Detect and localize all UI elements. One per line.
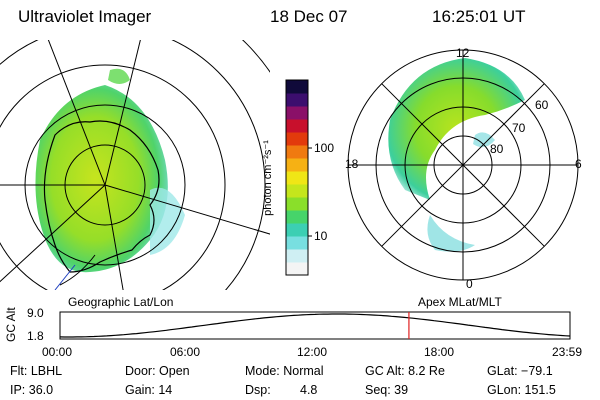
colorbar-cell — [286, 262, 308, 276]
mode-status: Mode: Normal — [245, 364, 324, 378]
aurora-glow — [35, 85, 168, 273]
filter-status: Flt: LBHL — [10, 364, 63, 378]
xtick-1200: 12:00 — [297, 345, 328, 359]
colorbar-cell — [286, 184, 308, 198]
colorbar-cell — [286, 236, 308, 250]
colorbar-cell — [286, 197, 308, 211]
time-label: 16:25:01 UT — [432, 7, 526, 26]
altitude-ytick-max: 9.0 — [27, 306, 44, 320]
xtick-2359: 23:59 — [552, 345, 583, 359]
altitude-ytick-min: 1.8 — [27, 329, 44, 343]
door-status: Door: Open — [125, 364, 190, 378]
colorbar-cell — [286, 132, 308, 146]
dsp-label: Dsp: — [245, 383, 271, 397]
geographic-map — [0, 40, 270, 290]
colorbar-cell — [286, 145, 308, 159]
geographic-caption: Geographic Lat/Lon — [68, 295, 174, 309]
colorbar-cell — [286, 158, 308, 172]
aurora-oval — [388, 58, 525, 200]
mlt-label-12: 12 — [456, 46, 470, 60]
colorbar-cell — [286, 106, 308, 120]
colorbar-cell — [286, 119, 308, 133]
colorbar-cell — [286, 80, 308, 94]
colorbar-tick-10: 10 — [314, 229, 328, 243]
lat-label-70: 70 — [512, 121, 526, 135]
altitude-curve — [59, 313, 571, 338]
colorbar-unit-label: photon cm⁻²s⁻¹ — [262, 140, 274, 216]
altitude-plot — [59, 311, 571, 340]
xtick-1800: 18:00 — [424, 345, 455, 359]
coastline — [43, 120, 160, 273]
magnetic-polar-plot — [347, 49, 579, 281]
altitude-ylabel: GC Alt — [4, 307, 18, 342]
lat-label-60: 60 — [535, 98, 549, 112]
colorbar-cell — [286, 249, 308, 263]
glon-status: GLon: 151.5 — [487, 383, 556, 397]
seq-status: Seq: 39 — [365, 383, 409, 397]
colorbar-cell — [286, 210, 308, 224]
ip-status: IP: 36.0 — [10, 383, 54, 397]
dsp-value: 4.8 — [300, 383, 318, 397]
colorbar-cell — [286, 93, 308, 107]
gain-status: Gain: 14 — [125, 383, 173, 397]
app-title: Ultraviolet Imager — [18, 7, 152, 26]
glat-status: GLat: −79.1 — [487, 364, 553, 378]
colorbar-cell — [286, 171, 308, 185]
intensity-colorbar: photon cm⁻²s⁻¹ — [262, 79, 312, 276]
mlt-label-18: 18 — [345, 157, 359, 171]
colorbar-tick-100: 100 — [314, 141, 335, 155]
xtick-0600: 06:00 — [170, 345, 201, 359]
mlt-label-0: 0 — [466, 277, 473, 291]
gc-alt-status: GC Alt: 8.2 Re — [365, 364, 445, 378]
mlt-label-6: 6 — [575, 157, 582, 171]
date-label: 18 Dec 07 — [270, 7, 348, 26]
colorbar-cell — [286, 223, 308, 237]
xtick-0000: 00:00 — [42, 345, 73, 359]
magnetic-caption: Apex MLat/MLT — [418, 295, 502, 309]
lat-label-80: 80 — [490, 142, 504, 156]
